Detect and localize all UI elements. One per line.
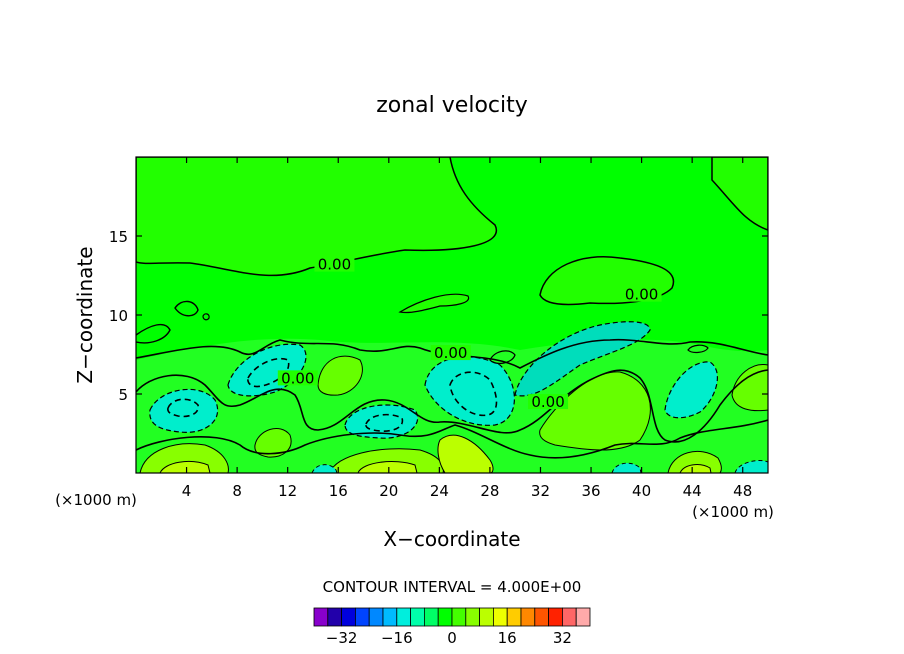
x-tick-label-8: 36: [581, 482, 600, 500]
contour-label-bg-1: [621, 286, 662, 302]
zero-contour-main: [136, 338, 768, 369]
bottom-cell-20-core: [357, 461, 418, 473]
contour-interval-label: CONTOUR INTERVAL = 4.000E+00: [323, 578, 582, 596]
neg-contour-inner-26: [449, 371, 498, 417]
colorbar-cell-12: [479, 607, 494, 627]
bottom-cell-44-core: [679, 464, 712, 473]
positive-cell-48: [731, 364, 768, 412]
negative-cell-left: [149, 388, 219, 433]
colorbar-cell-15: [520, 607, 536, 627]
colorbar-cell-14: [506, 607, 522, 627]
colorbar-cell-6: [396, 607, 411, 627]
zero-contour-right-small: [687, 344, 709, 354]
colorbar-label-3: 16: [498, 629, 517, 647]
y-axis-label: Z−coordinate: [73, 246, 97, 383]
x-tick-label-2: 12: [278, 482, 297, 500]
contour-label-bg-4: [528, 394, 569, 410]
contour-label-2: 0.00: [434, 344, 467, 362]
field-region-upper: [136, 157, 498, 277]
bottom-cell-40-neg: [611, 462, 642, 473]
x-axis: 4 8 12 16 20 24 28 32 36 40 44 48: [182, 157, 752, 500]
negative-cell-26: [424, 356, 515, 426]
zero-contour-bottom: [136, 419, 768, 459]
colorbar-cell-9: [437, 607, 453, 627]
contour-label-3: 0.00: [281, 369, 314, 387]
zero-contour-lower: [136, 369, 768, 443]
x-tick-label-0: 4: [182, 482, 192, 500]
zero-contour-mid-small: [489, 350, 516, 365]
contour-label-bg-3: [277, 370, 318, 386]
plot-area: 0.00 0.00 0.00 0.00 0.00: [135, 156, 769, 474]
bottom-cell-14-neg: [311, 464, 338, 473]
negative-cell-44: [664, 361, 719, 419]
colorbar-label-2: 0: [447, 629, 457, 647]
colorbar-cell-3: [354, 607, 370, 627]
x-tick-label-6: 28: [480, 482, 499, 500]
y-tick-label-1: 10: [109, 307, 128, 325]
x-axis-label: X−coordinate: [383, 527, 520, 551]
colorbar-cell-18: [562, 607, 577, 627]
colorbar-label-0: −32: [326, 629, 358, 647]
contour-label-bg-0: [314, 256, 355, 272]
field-region-small: [398, 293, 470, 314]
colorbar-label-4: 32: [553, 629, 572, 647]
colorbar-cell-7: [410, 607, 425, 627]
x-unit-right: (×1000 m): [692, 503, 774, 521]
zero-contour-left-dot: [202, 313, 210, 321]
zero-contour-left-loop: [136, 323, 171, 344]
x-unit-left: (×1000 m): [55, 491, 137, 509]
contour-label-4: 0.00: [531, 393, 564, 411]
colorbar-label-1: −16: [381, 629, 413, 647]
bottom-cell-26: [437, 434, 494, 473]
x-tick-label-4: 20: [379, 482, 398, 500]
bottom-cell-4-core: [159, 461, 211, 473]
colorbar-cell-10: [451, 607, 467, 627]
y-tick-label-2: 15: [109, 228, 128, 246]
chart-title: zonal velocity: [376, 93, 528, 118]
x-tick-label-11: 48: [733, 482, 752, 500]
colorbar: −32 −16 0 16 32: [313, 607, 591, 647]
contour-label-1: 0.00: [625, 286, 658, 304]
colorbar-cell-8: [423, 607, 439, 627]
x-tick-label-7: 32: [531, 482, 550, 500]
x-tick-label-1: 8: [232, 482, 242, 500]
positive-cell-16: [317, 355, 363, 396]
x-tick-label-3: 16: [329, 482, 348, 500]
colorbar-cell-13: [492, 607, 508, 627]
colorbar-cell-1: [327, 607, 342, 627]
colorbar-cell-16: [534, 607, 549, 627]
neg-contour-inner-20: [365, 413, 404, 432]
contour-labels: 0.00 0.00 0.00 0.00 0.00: [277, 256, 662, 411]
neg-contour-inner-left: [167, 398, 199, 418]
x-tick-label-5: 24: [430, 482, 449, 500]
x-tick-label-10: 44: [683, 482, 702, 500]
colorbar-cell-19: [575, 607, 591, 627]
y-tick-label-0: 5: [118, 386, 128, 404]
negative-cell-20: [344, 404, 419, 439]
colorbar-cell-17: [548, 607, 563, 627]
colorbar-cell-0: [313, 607, 329, 627]
zero-contour-left-loop2: [174, 300, 199, 317]
y-axis: 5 10 15: [109, 228, 768, 404]
colorbar-cell-11: [465, 607, 480, 627]
x-tick-label-9: 40: [632, 482, 651, 500]
contour-label-bg-2: [430, 345, 471, 361]
colorbar-cell-4: [368, 607, 384, 627]
colorbar-cell-5: [382, 607, 398, 627]
colorbar-cell-2: [341, 607, 356, 627]
contour-label-0: 0.00: [318, 256, 351, 274]
